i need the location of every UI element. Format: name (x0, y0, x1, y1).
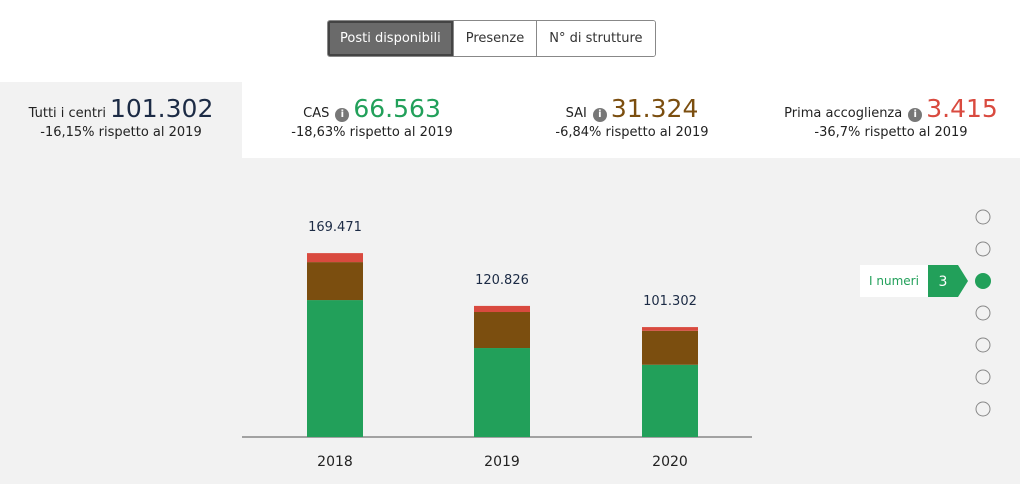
nav-label-bg (860, 265, 928, 297)
bar-segment (642, 327, 698, 331)
nav-dot[interactable] (975, 337, 991, 353)
summary-value: 31.324 (610, 94, 699, 123)
info-icon[interactable]: i (908, 108, 923, 122)
summary-cell: SAI i 31.324 -6,84% rispetto al 2019 (502, 82, 762, 158)
summary-value: 66.563 (353, 94, 441, 123)
bar-segment (474, 305, 530, 313)
nav-dot[interactable] (975, 401, 991, 417)
nav-dot[interactable] (975, 305, 991, 321)
summary-label: SAI (565, 106, 587, 121)
nav-dot-active[interactable] (975, 273, 991, 289)
summary-cell: Tutti i centri 101.302 -16,15% rispetto a… (0, 82, 242, 158)
summary-change: -36,7% rispetto al 2019 (814, 125, 968, 140)
nav-label: I numeri (869, 274, 919, 288)
tab[interactable]: Presenze (452, 21, 537, 56)
info-icon[interactable]: i (335, 108, 350, 122)
summary-label: Prima accoglienza (784, 106, 903, 121)
bar-segment (474, 312, 530, 349)
header: Posti disponibili Presenze N° di struttu… (0, 0, 1020, 82)
nav-number: 3 (939, 274, 948, 290)
nav-dot[interactable] (975, 209, 991, 225)
nav: I numeri 3 (860, 209, 991, 417)
bar-segment (307, 262, 363, 301)
nav-badge (928, 265, 968, 297)
summary-strip: Tutti i centri 101.302 -16,15% rispetto a… (0, 82, 1020, 158)
bar-segment (307, 300, 363, 437)
summary-cell: CAS i 66.563 -18,63% rispetto al 2019 (242, 82, 502, 158)
bar-segment (307, 253, 363, 263)
summary-label: CAS (303, 106, 330, 121)
summary-change: -6,84% rispetto al 2019 (555, 125, 709, 140)
bar-segment (474, 348, 530, 437)
tab[interactable]: N° di strutture (536, 21, 655, 56)
summary-value: 3.415 (926, 94, 998, 123)
nav-dot[interactable] (975, 369, 991, 385)
nav-dot[interactable] (975, 241, 991, 257)
info-icon[interactable]: i (592, 108, 607, 122)
total-label: 169.471 (308, 220, 362, 235)
summary-change: -16,15% rispetto al 2019 (40, 125, 202, 140)
summary-change: -18,63% rispetto al 2019 (291, 125, 453, 140)
x-tick-label: 2019 (484, 454, 520, 470)
bar-segment (642, 330, 698, 365)
bar-segment (642, 364, 698, 437)
total-label: 120.826 (475, 273, 529, 288)
summary-cell: Prima accoglienza i 3.415 -36,7% rispetto … (762, 82, 1020, 158)
x-tick-label: 2018 (317, 454, 353, 470)
x-tick-label: 2020 (652, 454, 688, 470)
summary-label: Tutti i centri (28, 106, 106, 121)
total-label: 101.302 (643, 294, 697, 309)
summary-value: 101.302 (109, 94, 214, 123)
tab-group: Posti disponibili Presenze N° di struttu… (327, 20, 656, 57)
tab[interactable]: Posti disponibili (328, 21, 453, 56)
